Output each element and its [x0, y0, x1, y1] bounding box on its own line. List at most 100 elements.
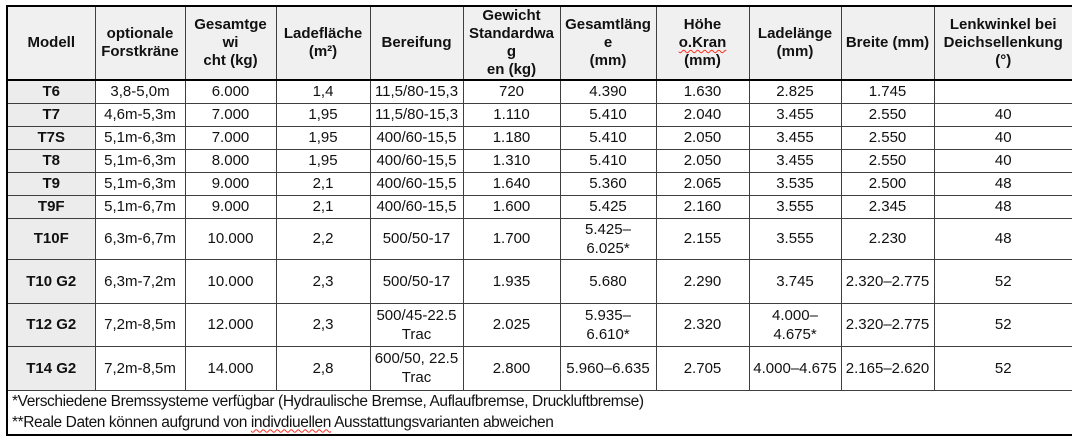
table-row: T6 3,8-5,0m 6.000 1,4 11,5/80-15,3 720 4.390 1.… — [6, 79, 1072, 104]
spec-cell: 5.410 — [559, 125, 657, 150]
spec-cell: 2.025 — [462, 302, 561, 347]
spec-cell: 2.230 — [840, 217, 935, 260]
spec-cell — [933, 79, 1072, 104]
model-cell: T10 G2 — [6, 258, 96, 304]
spec-cell: 2.065 — [655, 171, 750, 196]
footnotes-cell: *Verschiedene Bremssysteme verfügbar (Hy… — [6, 389, 1072, 435]
spec-cell: 2,3 — [275, 302, 371, 347]
spec-cell: 48 — [933, 194, 1072, 219]
spec-cell: 2.165–2.620 — [840, 345, 935, 391]
table-row: T12 G2 7,2m-8,5m 12.000 2,3 500/45-22.5 Trac… — [6, 302, 1072, 347]
spellcheck-underline: o.Kran — [678, 34, 727, 51]
trailer-specs-table: Modell optionale Forstkräne Gesamtgewi cht… — [6, 5, 1072, 436]
spec-cell: 5,1m-6,3m — [94, 148, 186, 173]
column-header: Ladefläche (m²) — [275, 5, 371, 81]
spec-cell: 40 — [933, 102, 1072, 127]
spec-cell: 5.410 — [559, 148, 657, 173]
spec-cell: 7.000 — [184, 102, 277, 127]
spec-cell: 2.290 — [655, 258, 750, 304]
spec-cell: 40 — [933, 125, 1072, 150]
spec-cell: 9.000 — [184, 171, 277, 196]
spec-cell: 2.320 — [655, 302, 750, 347]
footnote-line: **Reale Daten können aufgrund von indivd… — [12, 413, 554, 431]
table-row: T7 4,6m-5,3m 7.000 1,95 11,5/80-15,3 1.110 5.4… — [6, 102, 1072, 127]
spec-cell: 500/50-17 — [369, 258, 464, 304]
spec-cell: 5.425 — [559, 194, 657, 219]
spec-cell: 500/45-22.5 Trac — [369, 302, 464, 347]
spec-cell: 40 — [933, 148, 1072, 173]
spec-cell: 5.425– 6.025* — [559, 217, 657, 260]
spec-cell: 5,1m-6,3m — [94, 171, 186, 196]
spec-cell: 2.550 — [840, 148, 935, 173]
spec-cell: 600/50, 22.5 Trac — [369, 345, 464, 391]
column-header: Lenkwinkel bei Deichsellenkung (°) — [933, 5, 1072, 81]
spec-cell: 500/50-17 — [369, 217, 464, 260]
model-cell: T6 — [6, 79, 96, 104]
spec-cell: 400/60-15,5 — [369, 171, 464, 196]
table-row: T10F 6,3m-6,7m 10.000 2,2 500/50-17 1.700 5.42… — [6, 217, 1072, 260]
spec-cell: 2.500 — [840, 171, 935, 196]
spec-cell: 5.960–6.635 — [559, 345, 657, 391]
spec-cell: 3.455 — [748, 148, 842, 173]
spec-cell: 2,1 — [275, 171, 371, 196]
spec-cell: 1.180 — [462, 125, 561, 150]
table-row: T8 5,1m-6,3m 8.000 1,95 400/60-15,5 1.310 5.41… — [6, 148, 1072, 173]
footnotes-row: *Verschiedene Bremssysteme verfügbar (Hy… — [6, 389, 1072, 435]
spec-cell: 1.110 — [462, 102, 561, 127]
spec-cell: 7,2m-8,5m — [94, 345, 186, 391]
spec-cell: 2.040 — [655, 102, 750, 127]
spec-cell: 400/60-15,5 — [369, 125, 464, 150]
spec-cell: 48 — [933, 171, 1072, 196]
spec-cell: 5.935– 6.610* — [559, 302, 657, 347]
model-cell: T9 — [6, 171, 96, 196]
spec-cell: 6.000 — [184, 79, 277, 104]
model-cell: T12 G2 — [6, 302, 96, 347]
spec-cell: 1,95 — [275, 148, 371, 173]
spec-cell: 2.705 — [655, 345, 750, 391]
table-row: T7S 5,1m-6,3m 7.000 1,95 400/60-15,5 1.180 5.4… — [6, 125, 1072, 150]
spec-cell: 400/60-15,5 — [369, 148, 464, 173]
spec-cell: 11,5/80-15,3 — [369, 79, 464, 104]
spec-cell: 3.745 — [748, 258, 842, 304]
spec-cell: 3.555 — [748, 194, 842, 219]
model-cell: T7S — [6, 125, 96, 150]
spec-cell: 2.050 — [655, 125, 750, 150]
spec-cell: 2.550 — [840, 102, 935, 127]
spec-cell: 3.535 — [748, 171, 842, 196]
spec-cell: 2.825 — [748, 79, 842, 104]
spec-cell: 3,8-5,0m — [94, 79, 186, 104]
spec-cell: 3.455 — [748, 102, 842, 127]
column-header: Höhe o.Kran (mm) — [655, 5, 750, 81]
spec-cell: 5.680 — [559, 258, 657, 304]
spec-cell: 11,5/80-15,3 — [369, 102, 464, 127]
spec-cell: 48 — [933, 217, 1072, 260]
spec-cell: 2.550 — [840, 125, 935, 150]
model-cell: T14 G2 — [6, 345, 96, 391]
column-header: Ladelänge (mm) — [748, 5, 842, 81]
spec-cell: 52 — [933, 258, 1072, 304]
spec-cell: 1.640 — [462, 171, 561, 196]
spec-cell: 1.630 — [655, 79, 750, 104]
spec-cell: 9.000 — [184, 194, 277, 219]
spec-cell: 1.935 — [462, 258, 561, 304]
spec-cell: 4.000– 4.675* — [748, 302, 842, 347]
spec-cell: 52 — [933, 302, 1072, 347]
spec-cell: 5,1m-6,3m — [94, 125, 186, 150]
table-row: T9F 5,1m-6,7m 9.000 2,1 400/60-15,5 1.600 5.42… — [6, 194, 1072, 219]
spec-cell: 2,8 — [275, 345, 371, 391]
table-row: T9 5,1m-6,3m 9.000 2,1 400/60-15,5 1.640 5.360… — [6, 171, 1072, 196]
spec-cell: 2.050 — [655, 148, 750, 173]
spec-cell: 1.700 — [462, 217, 561, 260]
spec-cell: 720 — [462, 79, 561, 104]
spec-cell: 6,3m-7,2m — [94, 258, 186, 304]
table-row: T14 G2 7,2m-8,5m 14.000 2,8 600/50, 22.5 Tra… — [6, 345, 1072, 391]
spec-cell: 6,3m-6,7m — [94, 217, 186, 260]
spec-cell: 2.345 — [840, 194, 935, 219]
spec-cell: 2,1 — [275, 194, 371, 219]
spec-cell: 10.000 — [184, 217, 277, 260]
column-header: Gesamtlänge (mm) — [559, 5, 657, 81]
column-header: Bereifung — [369, 5, 464, 81]
spec-cell: 12.000 — [184, 302, 277, 347]
spec-cell: 5.410 — [559, 102, 657, 127]
